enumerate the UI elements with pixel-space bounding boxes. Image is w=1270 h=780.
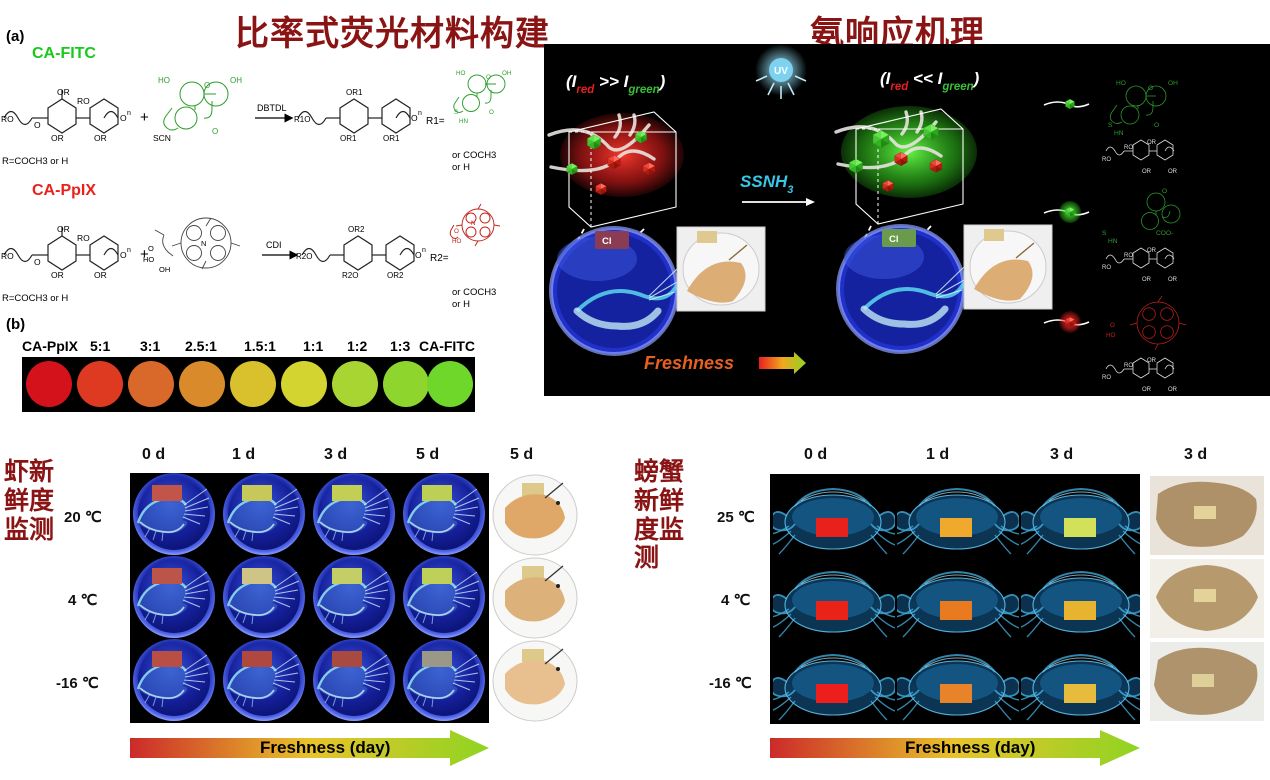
- svg-text:OR1: OR1: [383, 134, 400, 143]
- svg-text:OR: OR: [1168, 277, 1178, 283]
- svg-text:R2O: R2O: [342, 271, 358, 280]
- svg-text:O: O: [34, 257, 41, 267]
- svg-text:+: +: [140, 109, 149, 126]
- svg-text:HO: HO: [1106, 332, 1116, 339]
- svg-text:RO: RO: [1, 114, 14, 124]
- svg-text:O: O: [204, 81, 210, 90]
- svg-text:O: O: [148, 244, 154, 253]
- svg-text:O: O: [1110, 322, 1115, 329]
- svg-text:O: O: [411, 113, 418, 123]
- svg-text:RO: RO: [1124, 145, 1133, 151]
- svg-text:UV: UV: [774, 66, 788, 77]
- svg-text:O: O: [454, 228, 459, 235]
- svg-text:OR1: OR1: [346, 88, 363, 97]
- svg-text:O: O: [1148, 85, 1153, 92]
- svg-text:S: S: [454, 109, 458, 116]
- svg-text:R=COCH3 or H: R=COCH3 or H: [2, 293, 68, 304]
- svg-text:OH: OH: [159, 265, 170, 274]
- svg-text:O: O: [212, 127, 218, 136]
- svg-text:n: n: [127, 247, 131, 254]
- svg-text:RO: RO: [1102, 265, 1111, 271]
- svg-text:OR: OR: [57, 87, 70, 97]
- svg-text:R2=: R2=: [430, 253, 449, 264]
- svg-text:S: S: [1102, 230, 1107, 237]
- svg-text:OH: OH: [1168, 80, 1178, 87]
- svg-text:SCN: SCN: [153, 133, 171, 143]
- svg-text:O: O: [489, 109, 494, 116]
- svg-text:OR: OR: [1142, 277, 1152, 283]
- svg-text:O: O: [34, 120, 41, 130]
- svg-text:HO: HO: [456, 70, 466, 77]
- svg-text:SSNH3: SSNH3: [740, 172, 793, 196]
- svg-text:RO: RO: [1102, 375, 1111, 381]
- svg-text:RO: RO: [1124, 363, 1133, 369]
- svg-text:OR: OR: [51, 270, 64, 280]
- svg-text:OR: OR: [94, 270, 107, 280]
- svg-text:N: N: [201, 239, 206, 248]
- svg-text:OR: OR: [94, 133, 107, 143]
- svg-text:DBTDL: DBTDL: [257, 103, 287, 113]
- svg-text:O: O: [1162, 188, 1167, 195]
- svg-text:OR: OR: [1147, 358, 1157, 364]
- svg-text:OR: OR: [1168, 169, 1178, 175]
- svg-text:RO: RO: [1, 251, 14, 261]
- svg-text:HO: HO: [158, 76, 170, 85]
- svg-text:Cl: Cl: [889, 234, 899, 245]
- svg-text:HO: HO: [143, 255, 154, 264]
- svg-text:Freshness (day): Freshness (day): [260, 738, 390, 757]
- svg-text:OR: OR: [1168, 387, 1178, 393]
- svg-text:OR2: OR2: [387, 271, 404, 280]
- svg-text:n: n: [418, 110, 422, 117]
- svg-text:O: O: [120, 113, 127, 123]
- svg-text:OR: OR: [1142, 387, 1152, 393]
- svg-text:or H: or H: [452, 162, 470, 173]
- svg-text:Freshness (day): Freshness (day): [905, 738, 1035, 757]
- svg-text:R1O: R1O: [294, 115, 310, 124]
- svg-text:n: n: [127, 110, 131, 117]
- svg-text:RO: RO: [1102, 157, 1111, 163]
- svg-text:OR: OR: [51, 133, 64, 143]
- svg-text:O: O: [415, 250, 422, 260]
- svg-text:HN: HN: [1108, 238, 1118, 245]
- svg-text:RO: RO: [77, 233, 90, 243]
- svg-text:OR1: OR1: [340, 134, 357, 143]
- svg-text:HN: HN: [1114, 130, 1124, 137]
- svg-text:OR: OR: [1147, 140, 1157, 146]
- svg-text:Cl: Cl: [602, 236, 612, 247]
- svg-text:R2O: R2O: [296, 252, 312, 261]
- svg-text:HO: HO: [452, 238, 462, 245]
- svg-text:OR: OR: [1142, 169, 1152, 175]
- svg-text:HN: HN: [459, 118, 469, 125]
- svg-text:CDI: CDI: [266, 240, 282, 250]
- svg-text:R1=: R1=: [426, 116, 445, 127]
- svg-text:COO-: COO-: [1156, 230, 1173, 237]
- svg-text:O: O: [1154, 122, 1159, 129]
- svg-text:or COCH3: or COCH3: [452, 150, 496, 161]
- svg-text:or COCH3: or COCH3: [452, 287, 496, 298]
- svg-text:OR: OR: [1147, 248, 1157, 254]
- svg-text:RO: RO: [77, 96, 90, 106]
- svg-text:(Ired >> Igreen): (Ired >> Igreen): [566, 72, 666, 96]
- svg-text:OH: OH: [502, 70, 512, 77]
- svg-text:RO: RO: [1124, 253, 1133, 259]
- svg-text:OR2: OR2: [348, 225, 365, 234]
- svg-text:(Ired << Igreen): (Ired << Igreen): [880, 69, 980, 93]
- svg-text:O: O: [486, 74, 491, 81]
- svg-text:Freshness: Freshness: [644, 353, 734, 373]
- svg-text:or H: or H: [452, 299, 470, 310]
- svg-text:O: O: [120, 250, 127, 260]
- svg-text:n: n: [422, 247, 426, 254]
- svg-text:OH: OH: [230, 76, 242, 85]
- svg-text:S: S: [1108, 122, 1113, 129]
- svg-text:R=COCH3 or H: R=COCH3 or H: [2, 156, 68, 167]
- svg-text:OR: OR: [57, 224, 70, 234]
- svg-text:HO: HO: [1116, 80, 1126, 87]
- svg-text:N: N: [471, 220, 476, 227]
